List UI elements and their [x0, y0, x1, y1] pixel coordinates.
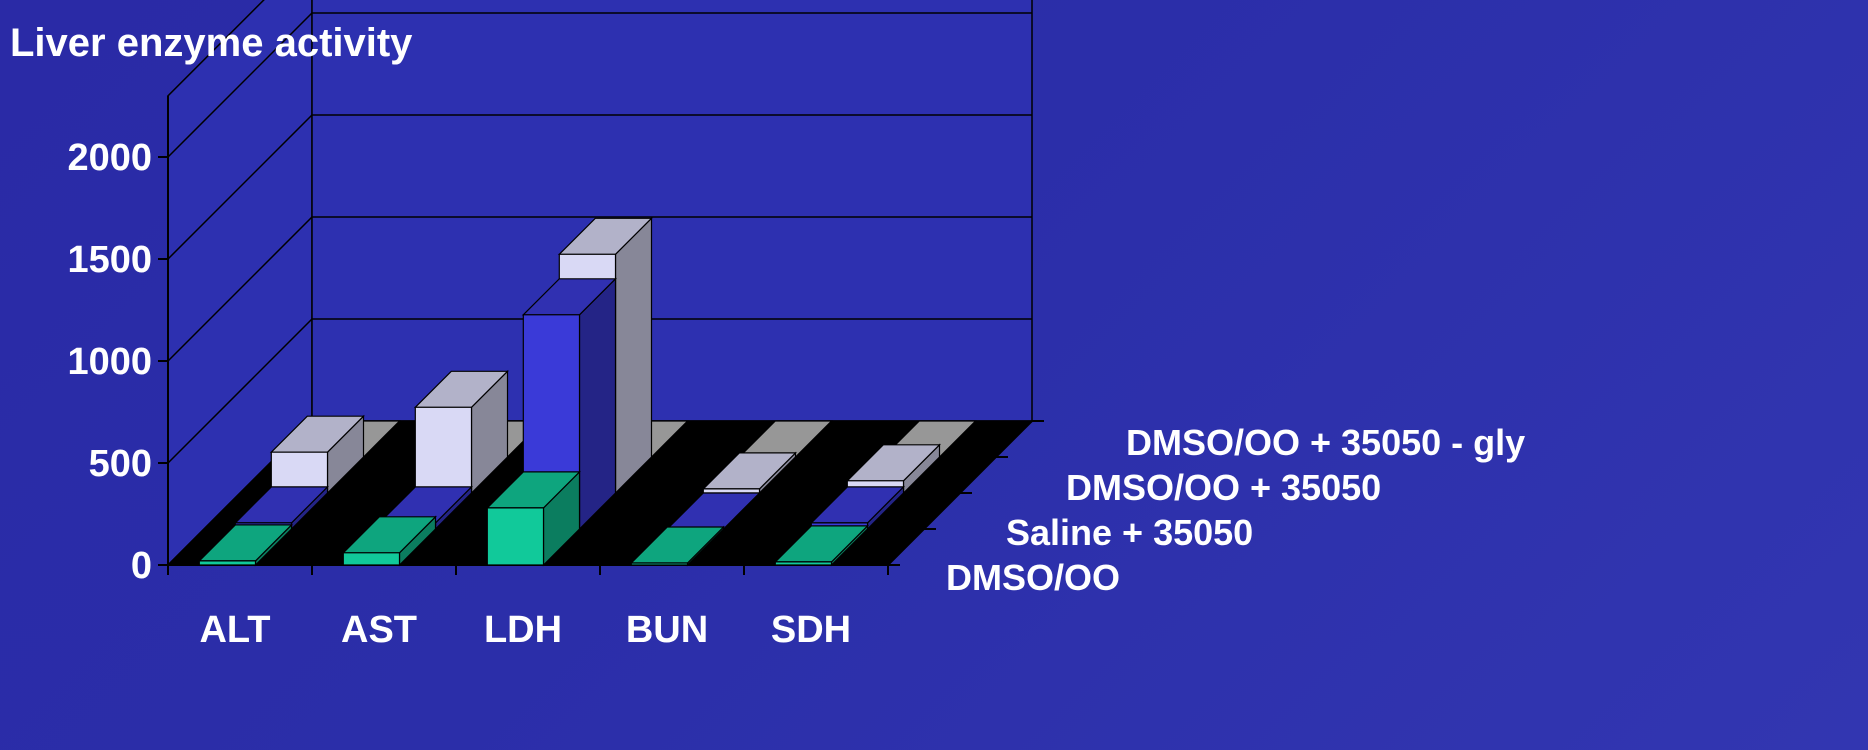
bar	[197, 523, 293, 567]
series-label: DMSO/OO	[946, 557, 1120, 598]
y-tick-label: 2000	[67, 137, 152, 179]
bar-front	[486, 507, 545, 566]
category-label: ALT	[199, 609, 270, 651]
series-label: Saline + 35050	[1006, 512, 1253, 553]
bar	[269, 414, 365, 495]
bar	[629, 525, 725, 567]
bar-front	[198, 560, 257, 566]
bar-side	[614, 216, 653, 495]
y-tick-label: 500	[89, 443, 152, 485]
series-label: DMSO/OO + 35050 - gly	[1126, 422, 1525, 463]
bar-front	[342, 552, 401, 566]
gridline	[167, 318, 1032, 464]
bar-front	[630, 562, 689, 566]
bar	[413, 369, 509, 495]
chart-labels: Liver enzyme activity 0 500 1000 1500 2000 AL…	[10, 21, 1525, 651]
back-wall	[311, 0, 1033, 422]
bar-front	[702, 488, 761, 494]
bar	[341, 515, 437, 567]
category-label: BUN	[626, 609, 708, 651]
gridline	[167, 12, 1032, 158]
bar	[485, 470, 581, 567]
bar-side	[578, 277, 617, 531]
chart-bars	[197, 216, 977, 567]
chart-title: Liver enzyme activity	[10, 21, 413, 65]
category-label: AST	[341, 609, 417, 651]
category-label: SDH	[771, 609, 851, 651]
bar-front	[414, 406, 473, 494]
gridline	[167, 216, 1032, 362]
series-label: DMSO/OO + 35050	[1066, 467, 1381, 508]
y-tick-label: 1500	[67, 239, 152, 281]
bar	[701, 451, 797, 495]
y-tick-label: 1000	[67, 341, 152, 383]
y-tick-label: 0	[131, 545, 152, 587]
chart-walls	[167, 0, 1033, 567]
category-label: LDH	[484, 609, 562, 651]
gridline	[167, 114, 1032, 260]
bar-front	[774, 561, 833, 566]
bar	[773, 524, 869, 567]
